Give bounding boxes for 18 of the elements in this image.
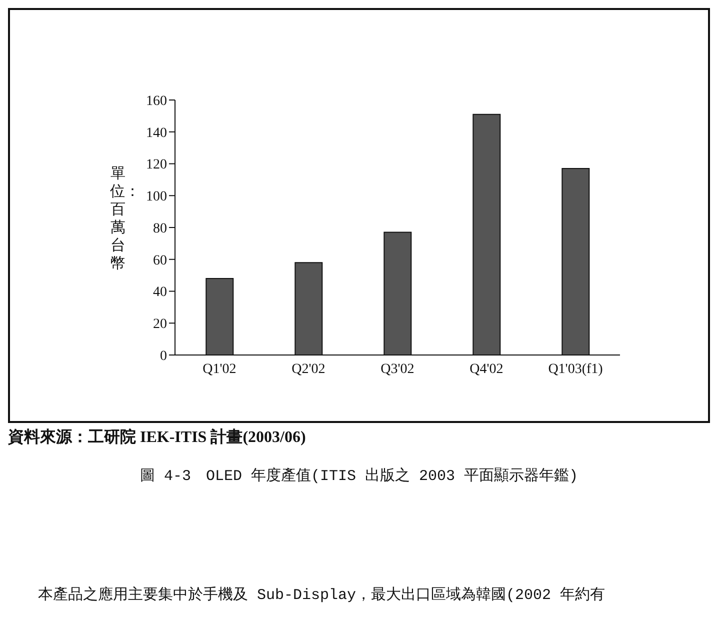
y-tick-label: 40 bbox=[153, 285, 167, 300]
y-tick-label: 80 bbox=[153, 221, 167, 236]
x-tick-label: Q1'02 bbox=[202, 362, 236, 377]
y-tick-label: 160 bbox=[146, 94, 167, 109]
x-tick-label: Q3'02 bbox=[380, 362, 414, 377]
text: 本產品之應用主要集中於手機及 Sub-Display，最大出口區域為韓國(2002 年約有 bbox=[37, 585, 606, 604]
y-tick-label: 20 bbox=[153, 317, 167, 332]
x-tick-label: Q2'02 bbox=[292, 362, 326, 377]
y-tick-label: 60 bbox=[153, 253, 167, 268]
y-tick-label: 120 bbox=[146, 158, 167, 173]
y-tick-label: 100 bbox=[146, 190, 167, 205]
x-tick-label: Q1'03(f1) bbox=[548, 362, 604, 377]
y-axis-title: 單位：百萬台幣 bbox=[110, 165, 140, 273]
text: 圖 4-3 OLED 年度產值(ITIS 出版之 2003 平面顯示器年鑑) bbox=[138, 466, 580, 485]
y-tick-label: 140 bbox=[146, 126, 167, 141]
source-note: 資料來源：工研院 IEK-ITIS 計畫(2003/06) bbox=[8, 427, 307, 448]
y-tick-label: 0 bbox=[160, 348, 167, 364]
x-tick-label: Q4'02 bbox=[470, 362, 504, 377]
